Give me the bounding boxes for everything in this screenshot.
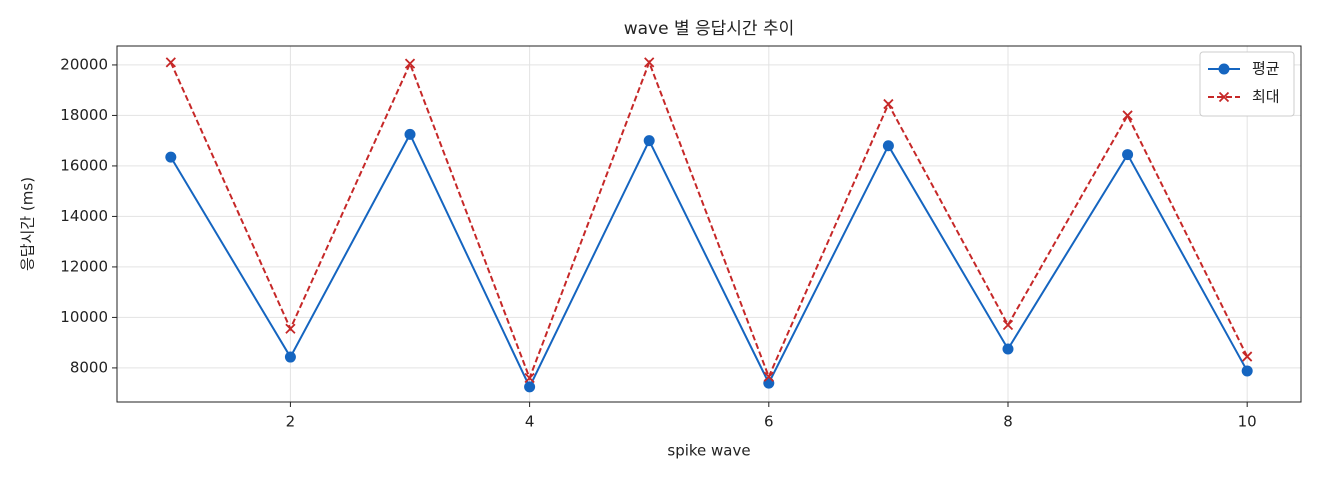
marker xyxy=(1122,110,1133,121)
marker xyxy=(285,323,296,334)
legend-label: 최대 xyxy=(1252,88,1280,106)
marker xyxy=(1122,149,1134,161)
marker xyxy=(1002,343,1014,355)
marker xyxy=(165,151,177,163)
y-tick-label: 16000 xyxy=(60,156,108,174)
marker xyxy=(524,381,536,393)
marker xyxy=(404,58,416,69)
legend-box xyxy=(1199,51,1295,117)
marker xyxy=(882,140,894,152)
x-tick-label: 10 xyxy=(1238,413,1257,431)
x-tick-label: 6 xyxy=(764,413,774,431)
marker xyxy=(1002,319,1014,331)
marker xyxy=(883,98,894,110)
x-tick-label: 8 xyxy=(1003,413,1013,431)
marker xyxy=(524,372,535,384)
y-axis-label: 응답시간 (ms) xyxy=(19,177,37,271)
line xyxy=(169,132,1249,390)
legend-marker xyxy=(1218,91,1230,103)
marker xyxy=(644,57,655,68)
y-tick-label: 12000 xyxy=(60,257,108,275)
y-tick-label: 10000 xyxy=(60,308,108,326)
marker xyxy=(763,371,774,382)
chart-title: wave 별 응답시간 추이 xyxy=(624,19,795,39)
marker xyxy=(404,128,416,140)
plot-frame xyxy=(116,45,1302,403)
legend-marker xyxy=(1218,63,1230,75)
legend-label: 평균 xyxy=(1252,60,1280,78)
y-tick-label: 14000 xyxy=(60,207,108,225)
y-tick-label: 8000 xyxy=(70,358,108,376)
x-tick-label: 2 xyxy=(286,413,296,431)
x-axis-label: spike wave xyxy=(667,442,750,460)
y-tick-label: 18000 xyxy=(60,106,108,124)
marker xyxy=(165,57,176,68)
marker xyxy=(643,135,655,147)
marker xyxy=(1242,351,1253,362)
marker xyxy=(284,351,296,363)
x-tick-label: 4 xyxy=(525,413,535,431)
line xyxy=(169,59,1249,381)
marker xyxy=(1241,365,1253,377)
y-tick-label: 20000 xyxy=(60,55,108,73)
marker xyxy=(763,377,775,389)
